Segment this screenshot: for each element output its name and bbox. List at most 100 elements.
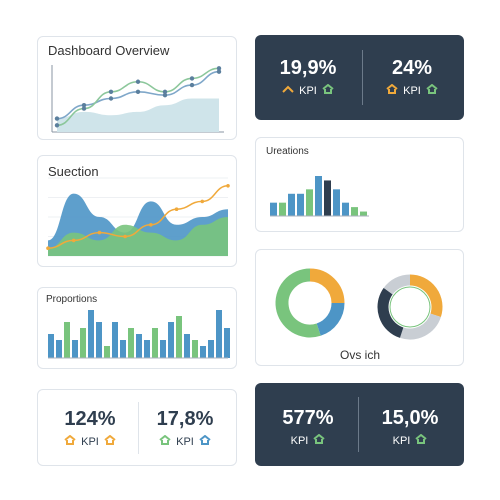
overview-point (216, 66, 222, 71)
kpi-label: KPI (403, 84, 421, 97)
donut-right-slice (399, 313, 441, 340)
proportions-bar (168, 322, 174, 358)
proportions-bar (176, 316, 182, 358)
home-icon (386, 84, 398, 97)
proportions-chart (48, 310, 230, 359)
ureations-bar (288, 193, 295, 216)
suection-point (226, 184, 230, 188)
ureations-bar (270, 202, 277, 216)
home-icon (322, 84, 334, 97)
home-icon (415, 434, 427, 447)
kpi-top-left: 19,9% KPI (263, 57, 353, 97)
proportions-title: Proportions (46, 294, 98, 305)
kpi-bottom-dark-right: 15,0% KPI (365, 407, 455, 447)
proportions-bar (56, 340, 62, 358)
proportions-card: Proportions (37, 287, 237, 369)
home-icon (64, 435, 76, 448)
overview-point (189, 82, 195, 88)
overview-point (135, 89, 141, 94)
donut-left-slice (275, 268, 321, 338)
proportions-bar (104, 346, 110, 358)
overview-title: Dashboard Overview (48, 43, 170, 58)
overview-point (108, 89, 114, 94)
proportions-bar (216, 310, 222, 358)
kpi-top-right: 24% KPI (367, 57, 457, 97)
overview-point (108, 96, 114, 101)
suection-chart (46, 177, 230, 257)
suection-title: Suection (48, 164, 99, 179)
kpi-value: 577% (282, 407, 334, 429)
kpi-label: KPI (176, 435, 194, 448)
proportions-bar (160, 340, 166, 358)
overview-point (135, 79, 141, 84)
ureations-chart (270, 176, 369, 217)
donut-left-slice (316, 302, 345, 336)
overview-area (57, 98, 219, 132)
overview-point (81, 103, 87, 108)
overview-point (216, 69, 222, 74)
kpi-value: 24% (391, 57, 433, 79)
kpi-value: 19,9% (279, 57, 337, 79)
donut-left-slice (309, 268, 345, 304)
ureations-bar (360, 211, 367, 216)
suection-point (46, 246, 50, 250)
proportions-bar (112, 322, 118, 358)
suection-line-series (47, 185, 229, 249)
kpi-label: KPI (299, 84, 317, 97)
overview-point (81, 106, 87, 111)
overview-point (54, 116, 60, 121)
proportions-bar (192, 340, 198, 358)
proportions-bar (184, 334, 190, 358)
divider (362, 50, 363, 105)
kpi-bottom-dark-left: 577% KPI (263, 407, 353, 447)
kpi-value: 124% (64, 408, 116, 430)
ureations-bar (351, 207, 358, 216)
ureations-bar (297, 193, 304, 216)
suection-point (97, 230, 102, 235)
proportions-bar (200, 346, 206, 358)
overview-point (54, 123, 60, 128)
kpi-dark-bottom-card: 577% KPI 15,0% KPI (255, 383, 464, 466)
suection-point (71, 238, 76, 243)
proportions-bar (152, 328, 158, 358)
kpi-label: KPI (290, 434, 309, 447)
proportions-bar (128, 328, 134, 358)
home-icon (426, 84, 438, 97)
donut-caption: Ovs ich (340, 348, 381, 362)
dashboard-overview-card: Dashboard Overview (37, 36, 237, 140)
proportions-bar (64, 322, 70, 358)
divider (358, 397, 359, 452)
suection-point (174, 207, 179, 211)
overview-point (189, 76, 195, 81)
ureations-bar (342, 202, 349, 216)
divider (138, 402, 139, 454)
overview-point (162, 92, 168, 98)
suection-area-series (48, 217, 228, 256)
kpi-label: KPI (392, 434, 411, 447)
ureations-title: Ureations (266, 146, 309, 157)
donut-right-inner-ring (389, 286, 431, 328)
home-icon (159, 435, 171, 448)
ureations-bar (333, 189, 340, 216)
kpi-dark-top-card: 19,9% KPI 24% KPI (255, 35, 464, 120)
proportions-bar (224, 328, 230, 358)
home-icon (104, 435, 116, 448)
home-icon (313, 434, 325, 447)
ureations-card: Ureations (255, 137, 464, 232)
kpi-bottom-light-left: 124% KPI (45, 408, 135, 448)
donut-right-slice (383, 274, 411, 295)
suection-card: Suection (37, 155, 237, 267)
proportions-bar (48, 334, 54, 358)
ureations-bar (324, 180, 331, 216)
proportions-bar (72, 340, 78, 358)
donut-right-slice (377, 287, 404, 338)
suection-point (123, 234, 127, 239)
kpi-bottom-light-right: 17,8% KPI (140, 408, 230, 448)
kpi-value: 15,0% (381, 407, 439, 429)
donut-card: Ovs ich (255, 249, 464, 366)
ureations-bar (306, 189, 313, 216)
proportions-bar (208, 340, 214, 358)
donut-chart (275, 268, 443, 340)
proportions-bar (88, 310, 94, 358)
overview-chart (51, 65, 224, 133)
